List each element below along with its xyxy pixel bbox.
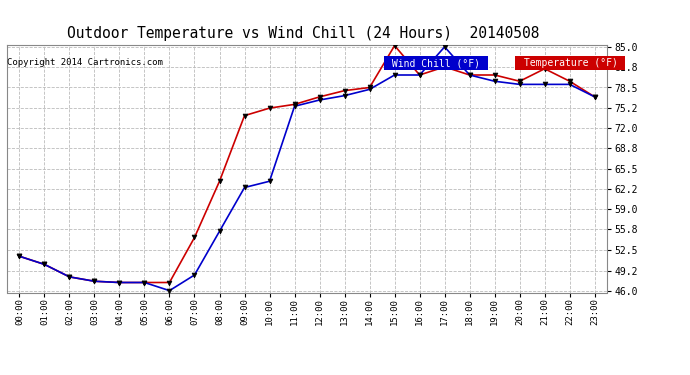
Text: Outdoor Temperature vs Wind Chill (24 Hours)  20140508: Outdoor Temperature vs Wind Chill (24 Ho…	[68, 26, 540, 41]
Text: Temperature (°F): Temperature (°F)	[518, 58, 623, 68]
Text: Wind Chill (°F): Wind Chill (°F)	[386, 58, 486, 68]
Text: Copyright 2014 Cartronics.com: Copyright 2014 Cartronics.com	[7, 58, 163, 67]
